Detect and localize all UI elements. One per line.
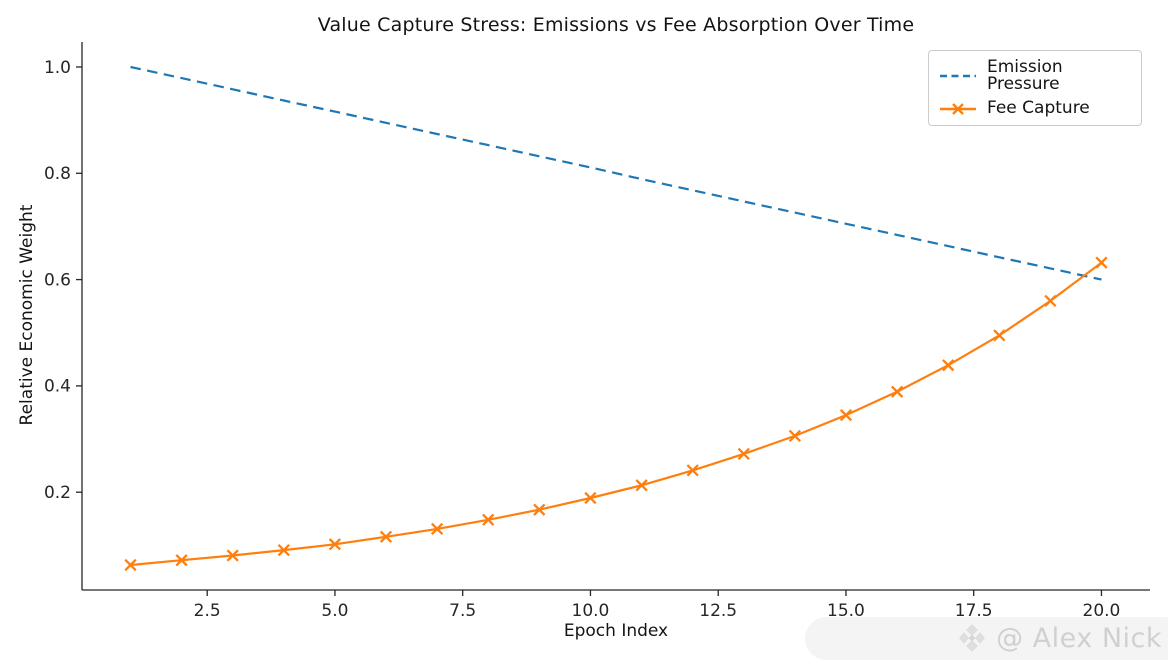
x-marker (737, 447, 750, 461)
x-tick-label: 10.0 (572, 601, 610, 621)
x-marker (482, 513, 495, 526)
y-axis-ticks: 0.2 0.4 0.6 0.8 1.0 (44, 58, 82, 503)
x-marker (379, 530, 393, 543)
x-marker (839, 408, 853, 422)
x-marker (430, 522, 444, 536)
x-tick-label: 17.5 (955, 601, 993, 621)
x-marker (1095, 256, 1108, 269)
legend-label: Emission Pressure (987, 57, 1063, 94)
x-marker (788, 429, 802, 443)
x-marker (226, 549, 239, 562)
x-marker (686, 464, 699, 477)
x-marker (533, 503, 546, 516)
emission-pressure-line (130, 65, 1102, 281)
legend-item-emission-pressure: Emission Pressure (939, 59, 1131, 93)
diamond-logo-icon (959, 624, 986, 652)
x-marker (890, 385, 904, 398)
x-marker (1044, 294, 1057, 308)
axes (81, 42, 1150, 591)
legend-item-fee-capture: Fee Capture (939, 100, 1131, 117)
x-tick-label: 5.0 (321, 601, 348, 621)
dashed-line-swatch-icon (939, 68, 977, 84)
y-tick-label: 0.8 (44, 164, 71, 184)
x-tick-label: 12.5 (699, 601, 737, 621)
x-axis-ticks: 2.5 5.0 7.5 10.0 12.5 15.0 17.5 20.0 (194, 590, 1121, 621)
x-marker (635, 479, 648, 492)
x-tick-label: 7.5 (449, 601, 476, 621)
fee-capture-line (124, 256, 1108, 572)
x-tick-label: 2.5 (194, 601, 221, 621)
watermark-text: @ Alex Nick (996, 622, 1162, 654)
x-axis-label: Epoch Index (563, 621, 669, 641)
chart-title: Value Capture Stress: Emissions vs Fee A… (317, 14, 915, 36)
x-marker (124, 558, 137, 572)
x-marker (328, 538, 342, 551)
x-marker-line-swatch-icon (939, 101, 977, 117)
y-axis-label: Relative Economic Weight (17, 204, 37, 426)
y-tick-label: 0.6 (44, 270, 71, 290)
legend-box: Emission Pressure Fee Capture (928, 50, 1142, 126)
x-tick-label: 20.0 (1083, 601, 1121, 621)
y-tick-label: 1.0 (44, 58, 71, 78)
x-marker (942, 359, 955, 372)
y-tick-label: 0.2 (44, 483, 71, 503)
x-marker (584, 491, 597, 505)
legend-label: Fee Capture (987, 98, 1090, 118)
y-tick-label: 0.4 (44, 377, 71, 397)
x-marker (175, 554, 188, 567)
x-marker (277, 543, 290, 557)
watermark-background (805, 617, 1168, 660)
x-tick-label: 15.0 (827, 601, 865, 621)
watermark: @ Alex Nick (956, 618, 1162, 658)
x-marker (993, 329, 1006, 342)
